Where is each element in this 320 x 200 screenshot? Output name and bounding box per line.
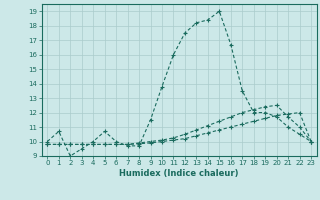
X-axis label: Humidex (Indice chaleur): Humidex (Indice chaleur) (119, 169, 239, 178)
